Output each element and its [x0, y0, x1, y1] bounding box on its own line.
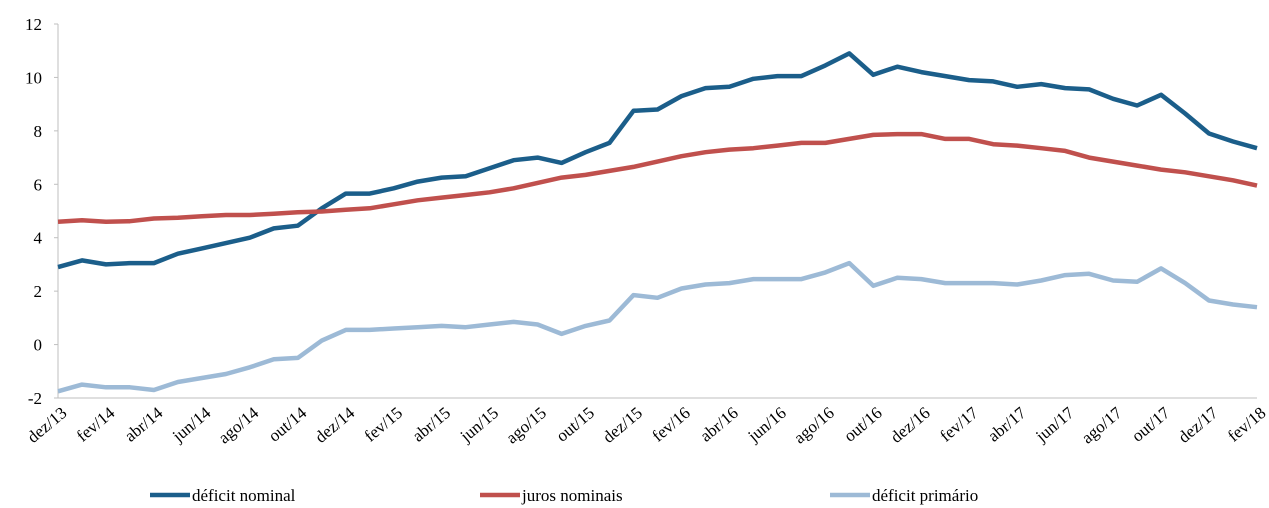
- x-tick-label: ago/15: [502, 403, 550, 447]
- y-tick-label: 10: [25, 68, 42, 87]
- y-tick-label: 0: [34, 336, 43, 355]
- x-tick-label: out/14: [265, 403, 311, 446]
- x-tick-label: abr/16: [696, 403, 741, 445]
- series-line: [57, 260, 1258, 394]
- x-tick-label: jun/17: [1031, 403, 1078, 446]
- x-tick-label: ago/17: [1078, 403, 1126, 448]
- y-tick-label: 8: [34, 122, 43, 141]
- series-line: [57, 51, 1258, 270]
- x-tick-label: ago/16: [790, 403, 838, 447]
- x-tick-label: fev/14: [73, 403, 119, 446]
- y-tick-label: -2: [28, 389, 42, 408]
- series-line: [57, 131, 1258, 224]
- x-tick-label: abr/17: [984, 403, 1030, 446]
- x-tick-label: dez/13: [23, 403, 70, 447]
- x-tick-label: fev/15: [361, 403, 406, 445]
- y-tick-label: 6: [34, 175, 43, 194]
- x-tick-label: fev/17: [936, 403, 982, 446]
- x-tick-label: dez/14: [311, 403, 358, 447]
- x-tick-label: out/15: [552, 403, 598, 445]
- x-tick-label: dez/17: [1175, 403, 1222, 447]
- x-tick-label: out/16: [840, 403, 886, 445]
- x-tick-label: dez/16: [887, 403, 934, 447]
- y-tick-label: 2: [34, 282, 43, 301]
- x-tick-label: jun/16: [744, 403, 790, 446]
- legend-label: déficit nominal: [192, 486, 296, 505]
- x-tick-label: abr/15: [409, 403, 454, 445]
- y-tick-label: 12: [25, 15, 42, 34]
- x-tick-label: fev/18: [1224, 403, 1269, 445]
- x-tick-label: dez/15: [599, 403, 646, 447]
- x-tick-label: ago/14: [215, 403, 263, 448]
- x-tick-label: fev/16: [648, 403, 693, 445]
- x-tick-label: jun/14: [168, 403, 215, 446]
- x-tick-label: abr/14: [121, 403, 167, 446]
- x-tick-label: out/17: [1128, 403, 1174, 446]
- legend-label: déficit primário: [872, 486, 978, 505]
- x-tick-label: jun/15: [456, 403, 502, 446]
- legend-label: juros nominais: [521, 486, 623, 505]
- y-tick-label: 4: [34, 229, 43, 248]
